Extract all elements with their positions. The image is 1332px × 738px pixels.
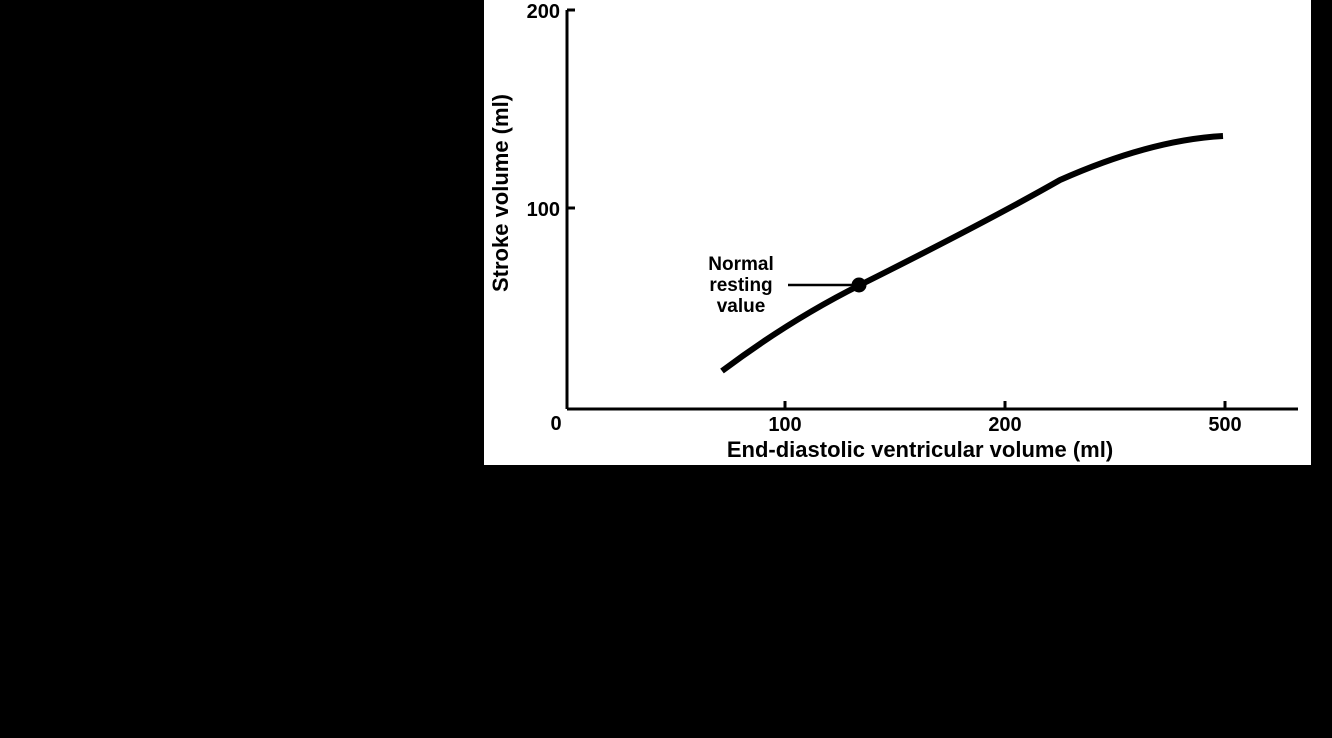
- normal-resting-point: [851, 277, 867, 293]
- y-tick-label-100: 100: [527, 199, 560, 221]
- y-tick-label-200: 200: [527, 1, 560, 23]
- x-tick-label-200: 200: [988, 414, 1021, 436]
- annotation-line-1: Normal: [708, 254, 773, 275]
- chart-panel: 200 100 0 100 200 500 End-diastolic vent…: [484, 0, 1311, 465]
- x-tick-label-0: 0: [550, 413, 561, 435]
- annotation-line-3: value: [717, 296, 766, 317]
- stroke-volume-chart: 200 100 0 100 200 500 End-diastolic vent…: [488, 1, 1298, 462]
- y-axis-title: Stroke volume (ml): [488, 94, 513, 292]
- stroke-volume-curve: [720, 133, 1224, 374]
- x-axis-title: End-diastolic ventricular volume (ml): [727, 437, 1113, 462]
- annotation-line-2: resting: [709, 275, 772, 296]
- x-tick-label-500: 500: [1208, 414, 1241, 436]
- x-tick-label-100: 100: [768, 414, 801, 436]
